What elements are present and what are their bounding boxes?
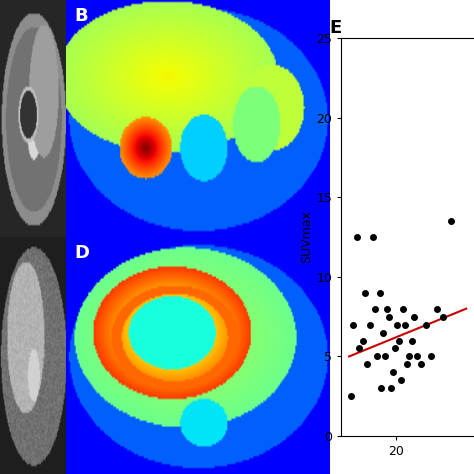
Point: [422, 321, 429, 328]
Point: [417, 361, 425, 368]
Point: [397, 376, 404, 384]
Point: [359, 337, 367, 344]
Point: [403, 361, 410, 368]
Point: [369, 233, 376, 241]
Point: [413, 353, 421, 360]
Point: [439, 313, 447, 320]
Point: [374, 353, 381, 360]
Point: [387, 384, 395, 392]
Point: [349, 321, 357, 328]
Point: [401, 321, 408, 328]
Point: [393, 321, 401, 328]
Point: [361, 289, 368, 297]
Point: [399, 305, 407, 312]
Text: D: D: [74, 244, 89, 262]
Point: [433, 305, 440, 312]
Point: [405, 353, 413, 360]
Point: [381, 353, 389, 360]
Point: [395, 337, 403, 344]
Text: B: B: [74, 7, 88, 25]
Point: [366, 321, 374, 328]
Point: [353, 233, 361, 241]
Point: [392, 345, 399, 352]
Point: [347, 392, 355, 400]
Point: [379, 329, 386, 337]
Point: [371, 305, 379, 312]
Y-axis label: SUVmax: SUVmax: [301, 210, 314, 264]
Point: [408, 337, 415, 344]
Point: [356, 345, 363, 352]
Point: [377, 384, 385, 392]
Point: [376, 289, 383, 297]
Point: [385, 313, 392, 320]
Point: [410, 313, 418, 320]
Text: E: E: [329, 19, 342, 37]
Point: [447, 217, 455, 225]
Point: [383, 305, 391, 312]
Point: [389, 369, 397, 376]
Point: [363, 361, 371, 368]
Point: [427, 353, 435, 360]
